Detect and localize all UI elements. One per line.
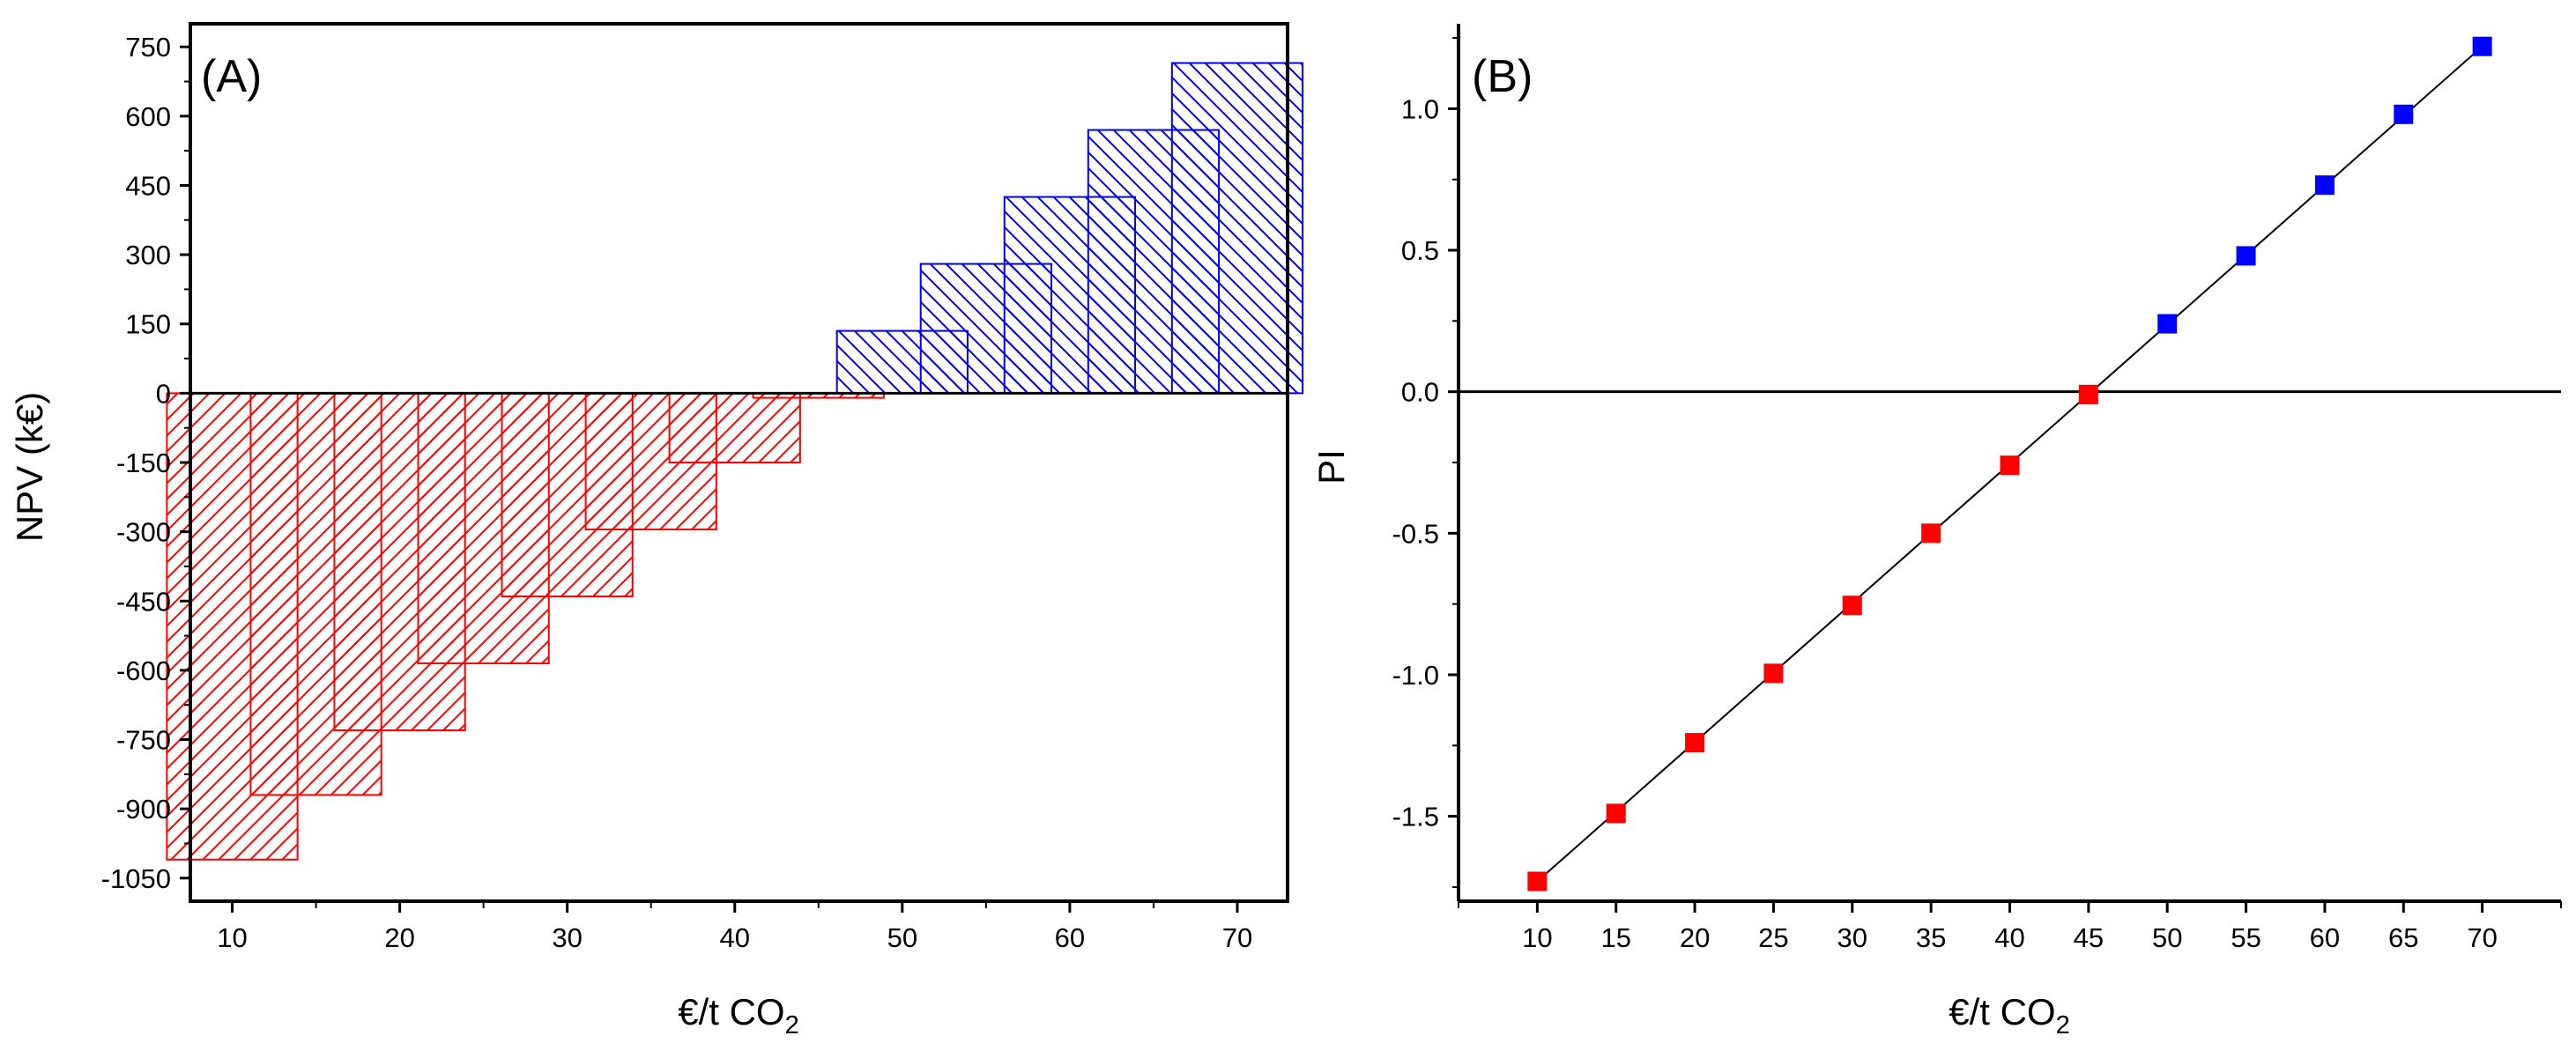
y-tick-label-600: 600: [125, 101, 171, 132]
b-y-tick-label--0.5: -0.5: [1392, 518, 1439, 549]
panel-b-y-axis-label: PI: [1310, 449, 1352, 485]
point-15: [1606, 803, 1626, 824]
b-x-tick-label-60: 60: [2310, 922, 2340, 953]
b-y-tick-label-1: 1.0: [1401, 93, 1439, 124]
y-tick-label--900: -900: [116, 794, 171, 825]
b-x-tick-label-70: 70: [2467, 922, 2497, 953]
b-x-tick-label-30: 30: [1837, 922, 1867, 953]
panel-a-bars: [166, 62, 1304, 861]
b-x-tick-label-35: 35: [1916, 922, 1946, 953]
point-45: [2078, 384, 2098, 404]
b-x-tick-label-25: 25: [1758, 922, 1788, 953]
b-y-tick-label--1.5: -1.5: [1392, 802, 1439, 832]
panel-a-x-axis-label-main: €/t CO: [678, 991, 784, 1032]
point-10: [1527, 871, 1548, 892]
panel-b-x-axis-label-subscript: 2: [2056, 1011, 2070, 1040]
panel-a-ticks: -1050 -900 -750 -600 -450 -300 -150 0 150 300 450 6…: [101, 32, 1253, 953]
point-25: [1763, 663, 1784, 684]
panel-a-y-axis-label: NPV (k€): [9, 392, 50, 542]
panel-a-npv-chart: -1050 -900 -750 -600 -450 -300 -150 0 150 300 450 6…: [9, 22, 1304, 1040]
panel-b-label: (B): [1472, 51, 1533, 102]
panel-b-x-axis-label: €/t CO2: [1949, 991, 2070, 1040]
y-tick-label--300: -300: [116, 517, 171, 548]
panel-b-pi-chart: -1.5 -1.0 -0.5 0.0 0.5 1.0 10 15 20 25 30 35 40 45 50 5…: [1310, 24, 2562, 1040]
point-30: [1842, 596, 1862, 616]
point-65: [2394, 104, 2414, 124]
y-tick-label-750: 750: [125, 32, 171, 63]
y-tick-label--450: -450: [116, 586, 171, 617]
y-tick-label--600: -600: [116, 655, 171, 686]
panel-a-x-axis-label: €/t CO2: [678, 991, 799, 1040]
x-tick-label-70: 70: [1222, 922, 1252, 953]
x-tick-label-40: 40: [720, 922, 750, 953]
y-tick-label-150: 150: [125, 309, 171, 340]
point-70: [2472, 36, 2492, 56]
b-x-tick-label-65: 65: [2388, 922, 2418, 953]
bar-40: [668, 392, 801, 463]
y-tick-label-450: 450: [125, 170, 171, 201]
panel-a-label: (A): [201, 51, 262, 102]
y-tick-label--1050: -1050: [101, 863, 171, 894]
y-tick-label--150: -150: [116, 448, 171, 478]
x-tick-label-50: 50: [887, 922, 917, 953]
b-x-tick-label-55: 55: [2231, 922, 2260, 953]
y-tick-label--750: -750: [116, 725, 171, 756]
b-x-tick-label-10: 10: [1522, 922, 1552, 953]
b-y-tick-label-0.5: 0.5: [1401, 235, 1439, 266]
b-y-tick-label--1: -1.0: [1392, 660, 1439, 691]
panel-b-x-axis-label-main: €/t CO: [1949, 991, 2055, 1032]
b-x-tick-label-50: 50: [2152, 922, 2182, 953]
b-x-tick-label-20: 20: [1680, 922, 1710, 953]
y-tick-label-0: 0: [156, 378, 171, 409]
point-40: [2000, 455, 2020, 476]
b-x-tick-label-45: 45: [2074, 922, 2104, 953]
y-tick-label-300: 300: [125, 240, 171, 270]
x-tick-label-60: 60: [1055, 922, 1085, 953]
panel-b-points: [1527, 36, 2492, 892]
b-x-tick-label-15: 15: [1600, 922, 1630, 953]
point-60: [2314, 175, 2335, 196]
point-20: [1685, 733, 1705, 753]
x-tick-label-10: 10: [217, 922, 247, 953]
point-55: [2236, 246, 2256, 266]
x-tick-label-30: 30: [552, 922, 582, 953]
b-y-tick-label-0: 0.0: [1401, 377, 1439, 408]
bar-70: [1170, 62, 1304, 395]
x-tick-label-20: 20: [384, 922, 414, 953]
point-50: [2157, 314, 2178, 334]
panel-a-x-axis-label-subscript: 2: [785, 1011, 799, 1040]
b-x-tick-label-40: 40: [1994, 922, 2024, 953]
panel-b-ticks: -1.5 -1.0 -0.5 0.0 0.5 1.0 10 15 20 25 30 35 40 45 50 5…: [1392, 37, 2562, 953]
point-35: [1921, 523, 1941, 544]
